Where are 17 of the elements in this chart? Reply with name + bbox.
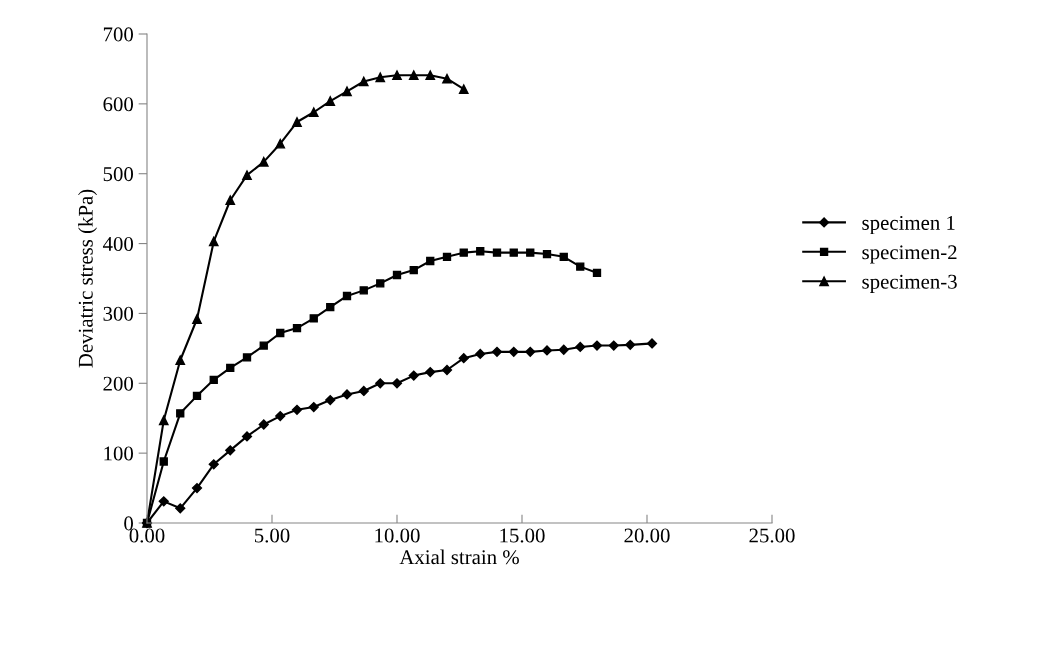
y-tick-label: 300 — [103, 306, 134, 321]
x-tick-label: 10.00 — [375, 528, 420, 543]
y-tick-label: 400 — [102, 236, 134, 251]
legend-label: specimen-3 — [862, 274, 957, 293]
y-tick-label: 100 — [104, 446, 134, 461]
x-tick-label: 20.00 — [624, 528, 670, 543]
y-tick-label: 600 — [103, 97, 134, 112]
x-tick-label: 25.00 — [749, 528, 795, 543]
y-axis-title: Deviatric stress (kPa) — [78, 189, 97, 368]
x-axis-title: Axial strain % — [399, 549, 519, 565]
legend-label: specimen 1 — [862, 215, 955, 235]
legend-label: specimen-2 — [862, 245, 957, 264]
x-tick-label: 15.00 — [500, 528, 545, 543]
y-tick-label: 500 — [103, 167, 134, 182]
y-tick-label: 700 — [103, 27, 134, 42]
y-tick-label: 200 — [103, 376, 134, 391]
x-tick-label: 5.00 — [254, 528, 290, 543]
